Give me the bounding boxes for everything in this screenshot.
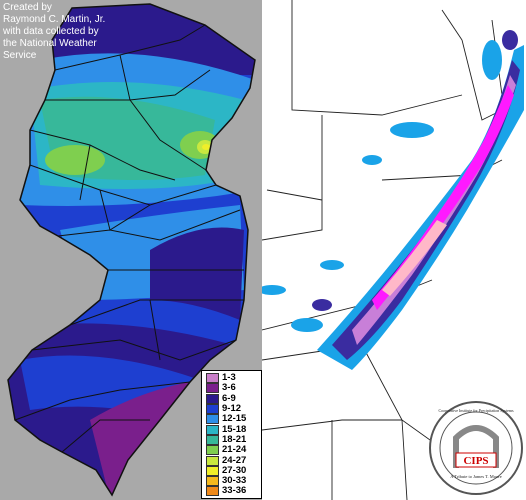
nj-legend-swatch [206, 373, 219, 384]
nj-legend-label: 24-27 [222, 454, 247, 466]
nj-legend-label: 9-12 [222, 403, 242, 415]
nj-legend-swatch [206, 445, 219, 456]
seal-tribute: A Tribute to James T. Moore [450, 474, 502, 479]
nj-legend-swatch [206, 393, 219, 404]
credit-line: Raymond C. Martin, Jr. [3, 14, 106, 25]
nj-legend: 1-3 3-6 6-9 9-12 12-15 15-18 18-21 21-24 24-27 27… [201, 370, 262, 499]
nj-map-graphic [7, 3, 256, 497]
nj-legend-item: 33-36 [202, 485, 261, 497]
credit-line: with data collected by [3, 26, 99, 37]
nj-legend-item: 24-27 [202, 454, 261, 466]
nj-legend-item: 3-6 [202, 382, 261, 394]
nj-legend-swatch [206, 486, 219, 497]
nj-legend-label: 27-30 [222, 464, 247, 476]
nj-legend-swatch [206, 404, 219, 415]
nj-legend-label: 3-6 [222, 382, 236, 394]
nj-legend-item: 1-3 [202, 372, 261, 384]
nj-legend-label: 30-33 [222, 475, 247, 487]
nj-snowfall-map: Created by Raymond C. Martin, Jr. with d… [0, 0, 262, 500]
nj-legend-label: 1-3 [222, 372, 236, 384]
nj-legend-item: 21-24 [202, 444, 261, 456]
nj-legend-swatch [206, 476, 219, 487]
nj-legend-item: 6-9 [202, 392, 261, 404]
nj-legend-label: 15-18 [222, 423, 247, 435]
credit-line: Created by [3, 2, 52, 13]
nj-legend-item: 15-18 [202, 423, 261, 435]
nj-legend-item: 18-21 [202, 433, 261, 445]
nj-legend-item: 30-33 [202, 475, 261, 487]
nj-legend-label: 6-9 [222, 392, 236, 404]
credit-line: the National Weather [3, 38, 97, 49]
nj-legend-swatch [206, 465, 219, 476]
ne-map-graphic [262, 0, 524, 500]
nj-legend-swatch [206, 414, 219, 425]
seal-acronym: CIPS [463, 455, 488, 467]
nj-legend-swatch [206, 434, 219, 445]
nj-legend-swatch [206, 424, 219, 435]
nj-legend-swatch [206, 383, 219, 394]
nj-legend-item: 27-30 [202, 464, 261, 476]
northeast-snowfall-map: CIPS A Tribute to James T. Moore Coopera… [262, 0, 526, 500]
nj-legend-item: 12-15 [202, 413, 261, 425]
credit-text: Created by Raymond C. Martin, Jr. with d… [3, 2, 105, 62]
nj-legend-item: 9-12 [202, 403, 261, 415]
nj-legend-label: 18-21 [222, 433, 247, 445]
seal-ring-text: Cooperative Institute for Precipitation … [438, 408, 514, 413]
credit-line: Service [3, 50, 37, 61]
nj-legend-label: 21-24 [222, 444, 247, 456]
nj-legend-label: 33-36 [222, 485, 247, 497]
nj-legend-swatch [206, 455, 219, 466]
cips-seal: CIPS A Tribute to James T. Moore Coopera… [429, 401, 523, 495]
nj-legend-label: 12-15 [222, 413, 247, 425]
